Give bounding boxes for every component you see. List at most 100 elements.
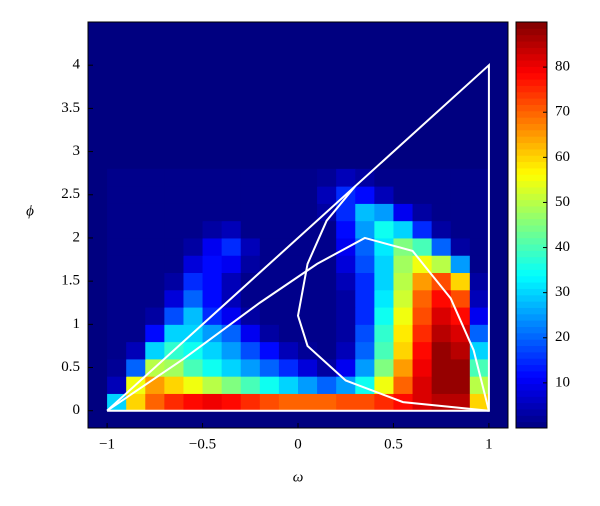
colorbar-swatch [516,383,547,391]
colorbar-swatch [516,364,547,372]
density-cell [450,358,471,377]
density-cell [240,358,261,377]
density-cell [183,307,204,325]
colorbar-swatch [516,85,547,93]
axes: −1 −0.5 0 0.5 100.511.522.533.54102030405060… [61,57,570,453]
colorbar-swatch [516,60,547,67]
density-cell [240,255,261,274]
density-cell [412,341,433,360]
density-cell [431,324,452,343]
density-cell [183,358,204,377]
density-cell [355,358,375,377]
density-cell [393,237,414,256]
density-cell [145,255,165,274]
density-cell [202,289,223,308]
density-cell [431,289,452,308]
density-cell [450,255,471,274]
density-cell [126,220,146,239]
density-cell [393,358,414,377]
colorbar-tick-label: 30 [555,284,570,300]
density-cell [412,289,433,308]
density-cell [240,220,261,239]
y-tick-label: 1.5 [61,273,80,289]
density-cell [431,376,452,394]
density-cell [355,203,375,222]
density-cell [355,186,375,204]
density-cell [107,255,127,274]
density-cell [145,324,165,343]
colorbar-swatch [516,294,547,302]
density-cell [374,255,394,274]
density-cell [374,289,394,308]
density-cell [126,358,146,377]
density-cell [221,186,242,204]
density-cell [221,324,242,343]
density-cell [317,289,337,308]
density-cell [412,358,433,377]
density-cell [126,168,146,187]
density-cell [126,255,146,274]
density-cell [259,272,280,291]
colorbar-tick-label: 70 [555,104,570,120]
colorbar-swatch [516,326,547,334]
density-cell [145,307,165,325]
colorbar-swatch [516,161,547,169]
colorbar-swatch [516,79,547,86]
density-cell [469,220,490,239]
y-tick-label: 0 [73,402,81,418]
colorbar-swatch [516,28,547,36]
density-cell [336,237,356,256]
colorbar-tick-label: 80 [555,59,570,75]
density-cell [336,272,356,291]
density-cell [202,341,223,360]
density-cell [412,376,433,394]
density-cell [450,376,471,394]
density-cell [183,272,204,291]
density-cell [259,168,280,187]
density-cell [336,220,356,239]
density-cell [393,324,414,343]
colorbar-swatch [516,237,547,245]
density-cell [107,358,127,377]
density-cell [107,237,127,256]
colorbar-swatch [516,421,547,429]
colorbar-swatch [516,244,547,251]
colorbar-swatch [516,256,547,264]
colorbar-swatch [516,225,547,232]
density-cell [431,220,452,239]
density-cell [240,393,261,412]
density-cell [374,393,394,412]
colorbar-swatch [516,167,547,175]
density-cell [278,376,299,394]
density-cell [450,203,471,222]
colorbar-swatch [516,53,547,61]
density-cell [393,341,414,360]
colorbar-swatch [516,199,547,207]
density-cell [336,393,356,412]
density-cell [164,272,184,291]
density-cell [221,393,242,412]
density-cell [317,307,337,325]
colorbar-swatch [516,186,547,194]
density-cell [164,203,184,222]
density-cell [278,307,299,325]
colorbar-swatch [516,180,547,188]
x-tick-label: 0.5 [384,436,403,452]
density-cell [183,289,204,308]
density-cell [221,341,242,360]
colorbar-swatch [516,193,547,201]
density-cell [336,168,356,187]
colorbar-tick-label: 50 [555,194,570,210]
colorbar-swatch [516,47,547,55]
density-cell [221,220,242,239]
colorbar-swatch [516,320,547,327]
density-cell [202,203,223,222]
density-cell [240,307,261,325]
density-cell [298,358,318,377]
colorbar-swatch [516,389,547,397]
density-cell [202,186,223,204]
density-cell [412,237,433,256]
density-cell [202,255,223,274]
density-cell [298,393,318,412]
density-cell [278,358,299,377]
